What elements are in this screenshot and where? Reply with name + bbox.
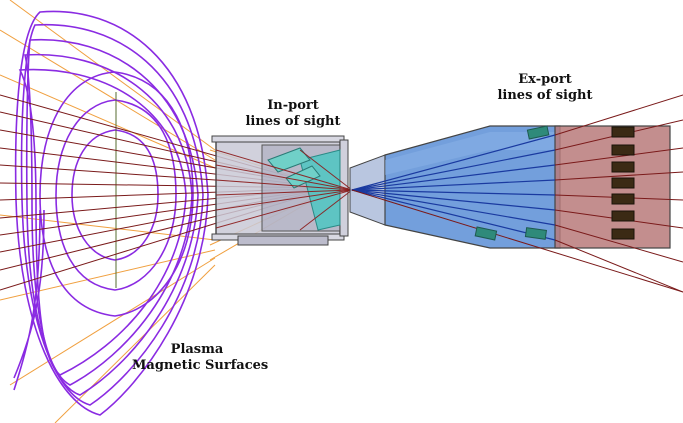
inport-label-line1: In-port: [267, 98, 319, 113]
detector: [611, 193, 635, 205]
detector: [611, 228, 635, 240]
export-optic: [524, 227, 548, 240]
plasma-label: Plasma Magnetic Surfaces: [132, 342, 269, 374]
inport-mirror: [285, 165, 321, 189]
sightline: [554, 94, 683, 136]
orange-sightline: [9, 0, 216, 151]
sightline: [299, 189, 353, 231]
plasma-label-line2: Magnetic Surfaces: [132, 358, 269, 373]
detector: [611, 177, 635, 189]
export-optic: [474, 226, 498, 241]
sightline: [351, 189, 683, 293]
export-sightlines: [351, 94, 683, 293]
detector: [611, 210, 635, 222]
sightline: [215, 179, 353, 191]
sightline: [351, 189, 556, 211]
flux-surface-inner: [55, 99, 177, 291]
export-optic: [526, 125, 550, 140]
flux-surface: [18, 68, 187, 376]
export-label-line2: lines of sight: [497, 88, 593, 103]
orange-sightline: [0, 29, 216, 161]
sightline: [351, 164, 556, 191]
detector-array: [611, 126, 635, 240]
export-label-line1: Ex-port: [518, 72, 572, 87]
sightline: [351, 189, 556, 196]
inport-label-line2: lines of sight: [245, 114, 341, 129]
sightline: [554, 171, 683, 181]
sightline: [351, 134, 556, 191]
orange-sightline: [0, 74, 216, 169]
sightline: [554, 239, 683, 293]
sightline: [351, 149, 556, 191]
sightline: [299, 149, 353, 191]
inport-sightlines: [215, 149, 353, 231]
flux-surface: [23, 53, 193, 386]
sightline: [215, 149, 353, 191]
detector: [611, 161, 635, 173]
sightline: [554, 224, 683, 263]
detector: [611, 144, 635, 156]
sightline: [351, 189, 556, 226]
flux-surface-outer: [14, 10, 209, 416]
inport-lower-block: [237, 235, 329, 246]
inport-label: In-port lines of sight: [238, 98, 348, 130]
sightline: [215, 189, 353, 211]
inport-flange-top: [211, 135, 345, 143]
sightline: [554, 147, 683, 166]
export-optics: [474, 125, 550, 241]
detector: [611, 126, 635, 138]
plasma-label-line1: Plasma: [170, 342, 224, 357]
export-label: Ex-port lines of sight: [490, 72, 600, 104]
inport-mirror: [267, 147, 311, 173]
flux-surface-inner: [39, 71, 194, 317]
sightline: [351, 179, 556, 191]
sightline: [215, 164, 353, 191]
orange-sightline: [9, 257, 216, 386]
sightline: [351, 189, 556, 241]
export-cone-highlight: [385, 132, 555, 175]
sightline: [215, 189, 353, 229]
sightline: [215, 189, 353, 196]
